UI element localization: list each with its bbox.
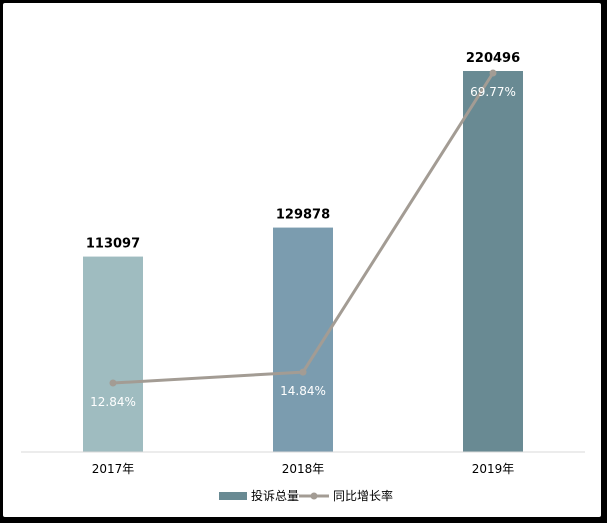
bar-0 [83, 256, 143, 452]
x-tick-label-0: 2017年 [92, 462, 135, 476]
x-tick-label-1: 2018年 [282, 462, 325, 476]
bar-2 [463, 71, 523, 452]
legend-swatch-line-marker [310, 492, 318, 500]
bar-value-label-1: 129878 [276, 208, 330, 223]
bar-value-label-2: 220496 [466, 51, 520, 66]
chart-frame: 113097 129878 220496 12.84% 14.84% 69.77% 201… [3, 3, 601, 517]
growth-rate-label-1: 14.84% [280, 384, 326, 398]
legend-swatch-bar [219, 492, 247, 500]
bar-value-label-0: 113097 [86, 237, 140, 252]
growth-rate-point-2 [489, 69, 497, 77]
growth-rate-point-0 [109, 379, 117, 387]
x-tick-label-2: 2019年 [472, 462, 515, 476]
growth-rate-point-1 [299, 368, 307, 376]
legend-label-line: 同比增长率 [333, 488, 393, 503]
legend-label-bar: 投诉总量 [251, 488, 299, 503]
growth-rate-label-0: 12.84% [90, 395, 136, 409]
chart-canvas: 113097 129878 220496 12.84% 14.84% 69.77% 201… [21, 51, 585, 503]
growth-rate-label-2: 69.77% [470, 85, 516, 99]
